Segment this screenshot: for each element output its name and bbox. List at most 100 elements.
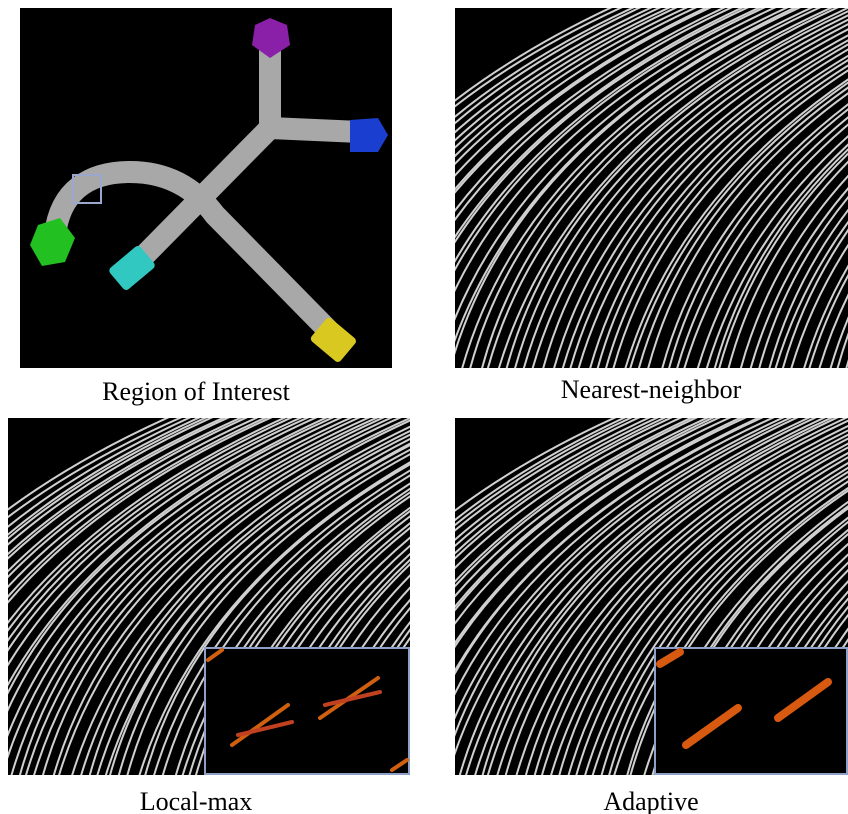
fiber — [498, 8, 848, 368]
fiber — [455, 8, 635, 119]
fiber — [8, 418, 259, 589]
fiber — [8, 418, 170, 511]
fiber — [455, 418, 627, 522]
fiber — [758, 195, 848, 368]
fiber — [629, 489, 848, 775]
fiber — [455, 418, 633, 527]
fiber — [25, 418, 385, 775]
adaptive-panel — [455, 418, 848, 775]
fiber — [8, 418, 208, 540]
fiber — [8, 418, 243, 573]
fiber — [455, 8, 802, 356]
fiber — [42, 418, 402, 775]
fiber — [455, 8, 613, 102]
nn-panel — [455, 8, 848, 368]
fiber — [504, 419, 848, 775]
caption: Nearest-neighbor — [561, 375, 742, 404]
fiber — [455, 418, 617, 512]
fiber — [117, 448, 410, 775]
fiber — [558, 446, 848, 775]
fiber — [455, 8, 698, 177]
fiber — [8, 418, 335, 695]
fiber — [455, 418, 660, 548]
fiber — [790, 243, 848, 368]
fiber — [541, 437, 848, 775]
fiber — [458, 418, 811, 775]
caption: Region of Interest — [102, 377, 291, 406]
fiber — [629, 81, 848, 368]
fiber — [8, 418, 318, 667]
fiber — [455, 418, 764, 676]
fiber — [696, 135, 848, 368]
fiber — [8, 418, 303, 642]
fiber — [153, 469, 410, 775]
fiber — [8, 418, 231, 560]
fiber — [455, 418, 721, 612]
fiber — [514, 14, 848, 368]
fiber — [52, 418, 410, 775]
fiber — [455, 8, 623, 108]
fiber — [455, 8, 744, 239]
fiber — [575, 456, 848, 775]
roi-panel — [20, 8, 392, 368]
fiber — [782, 228, 848, 368]
fiber — [455, 418, 694, 584]
fiber — [71, 425, 410, 775]
fiber — [487, 418, 839, 775]
fiber — [515, 425, 848, 775]
fiber — [727, 160, 848, 368]
fiber — [455, 418, 699, 588]
fiber — [577, 48, 848, 368]
fiber — [596, 59, 848, 368]
fiber — [591, 466, 848, 775]
fiber — [455, 418, 673, 560]
fiber — [8, 418, 249, 579]
fiber — [19, 418, 379, 775]
fiber — [8, 418, 287, 625]
fiber — [8, 418, 192, 528]
fiber — [474, 418, 827, 775]
fiber — [455, 8, 662, 142]
localmax-panel — [8, 418, 410, 775]
fiber — [8, 418, 201, 536]
fiber — [718, 152, 848, 368]
fiber — [481, 418, 834, 775]
fiber — [589, 54, 848, 368]
fiber — [522, 18, 848, 368]
fiber — [455, 8, 750, 244]
fiber — [455, 418, 651, 542]
fiber — [455, 418, 710, 598]
fiber — [542, 28, 848, 368]
fiber — [455, 8, 653, 134]
fiber — [455, 8, 671, 150]
fiber — [8, 418, 273, 604]
fiber — [713, 148, 848, 368]
fiber — [626, 487, 848, 775]
fiber — [455, 418, 799, 757]
caption: Local-max — [140, 787, 253, 814]
fiber — [455, 418, 667, 555]
fiber — [553, 34, 848, 368]
fiber — [455, 8, 642, 125]
fiber — [612, 69, 848, 368]
fiber — [469, 8, 822, 368]
fiber — [8, 418, 293, 632]
fiber — [455, 8, 789, 321]
fiber — [608, 475, 848, 775]
fiber — [455, 8, 689, 166]
fiber — [8, 418, 361, 760]
fiber — [10, 418, 371, 775]
fiber — [533, 433, 848, 775]
fiber — [8, 418, 214, 546]
fiber — [109, 444, 410, 775]
fiber — [455, 418, 743, 645]
fiber — [561, 39, 848, 368]
fiber — [8, 418, 226, 556]
fiber — [455, 418, 775, 696]
fiber — [126, 453, 410, 775]
fiber — [455, 8, 761, 263]
fiber — [818, 293, 848, 368]
fiber — [96, 437, 410, 775]
fiber — [676, 116, 848, 368]
caption: Adaptive — [603, 787, 698, 814]
